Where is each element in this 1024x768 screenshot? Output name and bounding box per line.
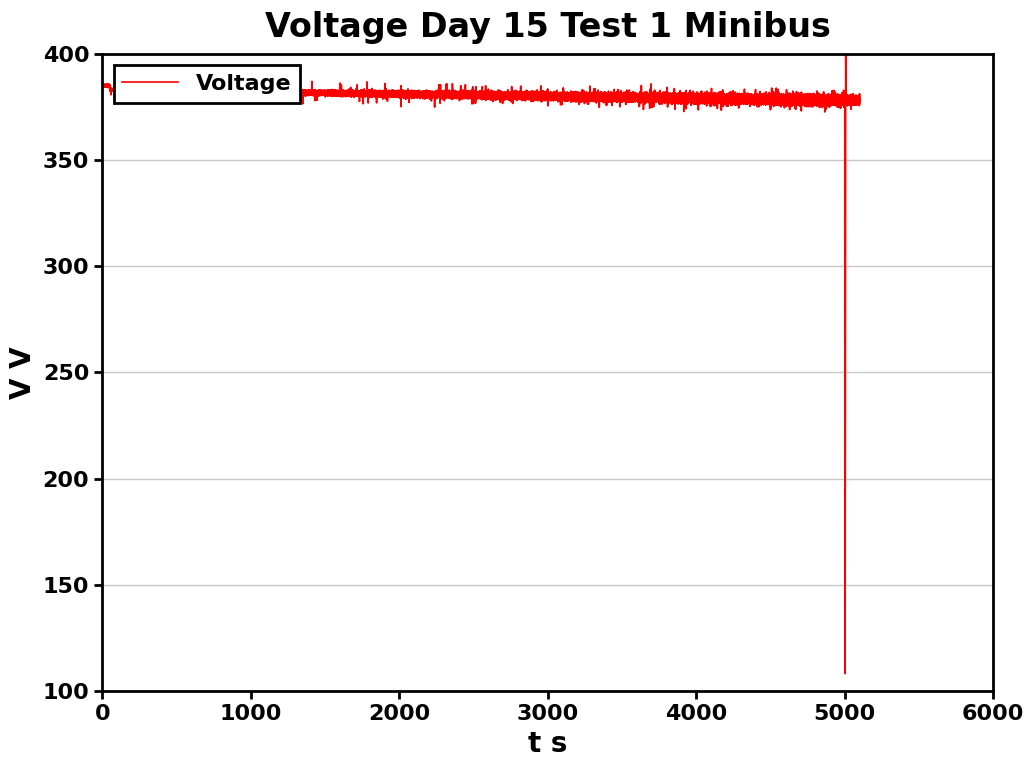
Voltage xyxy=(552,92,564,101)
Voltage xyxy=(658,92,671,101)
Line: Voltage: Voltage xyxy=(102,55,860,674)
Legend: Voltage: Voltage xyxy=(114,65,300,103)
Y-axis label: V V: V V xyxy=(9,346,37,399)
Voltage xyxy=(507,89,519,98)
Voltage xyxy=(854,96,866,105)
X-axis label: t s: t s xyxy=(528,730,567,758)
Voltage xyxy=(96,80,109,89)
Voltage xyxy=(840,50,852,59)
Voltage xyxy=(386,89,398,98)
Title: Voltage Day 15 Test 1 Minibus: Voltage Day 15 Test 1 Minibus xyxy=(265,11,830,44)
Voltage xyxy=(279,89,291,98)
Voltage xyxy=(839,669,851,678)
Voltage xyxy=(147,86,160,95)
